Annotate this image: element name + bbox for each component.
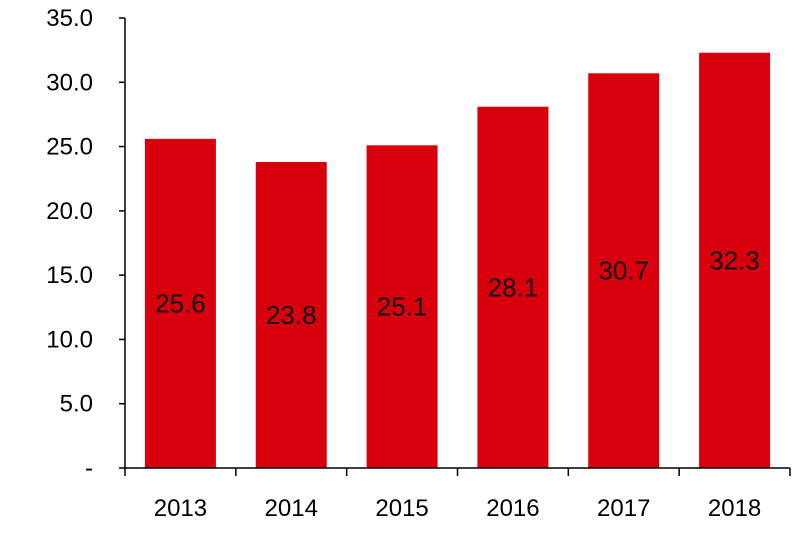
bar [144,138,216,468]
bar-value-label: 25.6 [155,288,206,318]
x-tick-label: 2016 [486,495,539,522]
y-tick-label: 20.0 [46,198,93,225]
bar-value-label: 28.1 [488,272,539,302]
x-axis-ticks: 2013 2014 2015 2016 2017 2018 [124,468,791,522]
data-labels: 25.6 23.8 25.1 28.1 30.7 32.3 [155,245,760,330]
y-tick-label: 10.0 [46,326,93,353]
bar-value-label: 30.7 [598,256,649,286]
y-axis-ticks: - 5.0 10.0 15.0 20.0 25.0 30.0 35.0 [46,5,125,482]
bar [477,106,549,468]
y-tick-label: 35.0 [46,5,93,32]
x-tick-label: 2018 [708,495,761,522]
bar-series [144,52,771,469]
x-tick-label: 2014 [265,495,318,522]
y-tick-label: 15.0 [46,262,93,289]
bar-value-label: 23.8 [266,300,317,330]
bar-value-label: 25.1 [377,292,428,322]
bar-value-label: 32.3 [709,245,760,275]
y-tick-label: 25.0 [46,134,93,161]
y-tick-label: - [85,455,93,482]
x-tick-label: 2017 [597,495,650,522]
bar [699,52,771,468]
bar [366,145,438,469]
x-tick-label: 2013 [154,495,207,522]
bar [255,162,327,468]
bar [588,73,660,469]
y-tick-label: 30.0 [46,69,93,96]
y-tick-label: 5.0 [60,391,93,418]
x-tick-label: 2015 [375,495,428,522]
